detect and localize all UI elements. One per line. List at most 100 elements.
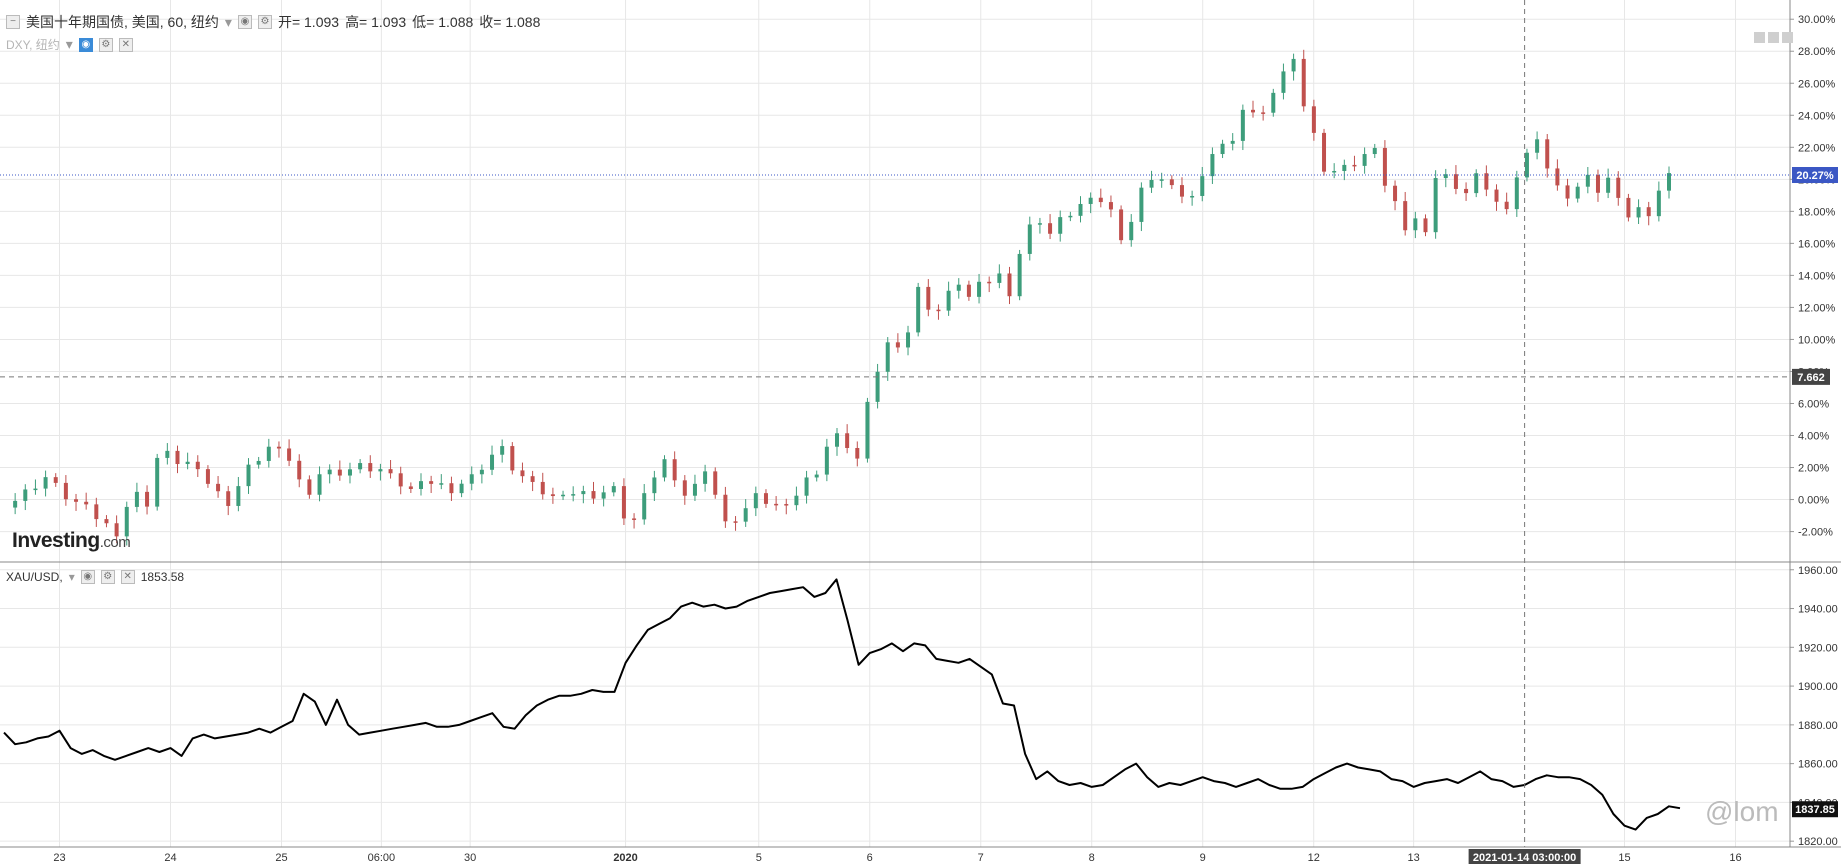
- candle-body: [936, 309, 941, 312]
- x-tick-label: 25: [275, 852, 287, 864]
- close-icon[interactable]: ✕: [118, 37, 133, 52]
- settings-icon[interactable]: ⚙: [98, 37, 113, 52]
- x-tick-label: 7: [978, 852, 984, 864]
- candle-body: [561, 494, 566, 497]
- candle-body: [1524, 152, 1529, 178]
- candle-body: [1119, 209, 1124, 241]
- candle-body: [916, 286, 921, 333]
- chevron-down-icon[interactable]: ▾: [68, 570, 75, 584]
- bottom-pane-grid: [0, 569, 1790, 842]
- candle-body: [256, 460, 261, 465]
- series-title: 美国十年期国债, 美国, 60, 纽约: [26, 14, 219, 30]
- y-tick-label: 10.00%: [1798, 334, 1836, 346]
- candle-body: [956, 284, 961, 291]
- candle-body: [94, 504, 99, 520]
- candle-body: [1311, 106, 1316, 133]
- candle-body: [1220, 143, 1225, 155]
- crosshair-date-label: 2021-01-14 03:00:00: [1473, 852, 1576, 864]
- candle-body: [784, 504, 789, 506]
- chevron-down-icon[interactable]: ▾: [224, 13, 232, 30]
- move-down-icon[interactable]: [1768, 32, 1779, 43]
- y-tick-label: 1900.00: [1798, 681, 1838, 693]
- current-price-label: 20.27%: [1796, 170, 1834, 182]
- candle-body: [1007, 273, 1012, 297]
- crosshair-value-label: 7.662: [1797, 372, 1825, 384]
- candle-body: [1261, 112, 1266, 114]
- candle-body: [895, 342, 900, 348]
- candle-body: [114, 523, 119, 537]
- candle-body: [429, 481, 434, 484]
- candle-body: [266, 446, 271, 461]
- candle-body: [1667, 173, 1671, 191]
- candle-body: [1545, 139, 1550, 169]
- y-tick-label: 1820.00: [1798, 836, 1838, 848]
- candle-body: [388, 469, 393, 474]
- x-tick-label: 06:00: [368, 852, 396, 864]
- chevron-down-icon[interactable]: ▾: [65, 36, 73, 52]
- maximize-icon[interactable]: [1782, 32, 1793, 43]
- candle-body: [74, 499, 79, 502]
- candle-body: [814, 474, 819, 478]
- move-up-icon[interactable]: [1754, 32, 1765, 43]
- y-tick-label: 1960.00: [1798, 565, 1838, 577]
- candle-body: [185, 461, 190, 465]
- eye-icon[interactable]: ◉: [237, 15, 252, 29]
- candle-body: [1646, 207, 1651, 217]
- candle-body: [713, 471, 718, 495]
- candle-body: [855, 447, 860, 459]
- eye-icon[interactable]: ◉: [80, 570, 95, 584]
- candle-body: [1504, 201, 1509, 210]
- candle-body: [236, 486, 241, 506]
- candle-body: [672, 459, 677, 481]
- collapse-icon[interactable]: −: [6, 15, 20, 29]
- candle-body: [1179, 185, 1184, 197]
- candle-body: [1565, 185, 1570, 199]
- candle-body: [307, 479, 312, 495]
- open-value: 开= 1.093: [277, 14, 340, 30]
- candle-body: [419, 481, 423, 489]
- candle-body: [824, 446, 829, 475]
- candle-body: [550, 494, 555, 497]
- candle-body: [1474, 173, 1479, 194]
- x-tick-label: 15: [1618, 852, 1630, 864]
- candle-body: [733, 521, 738, 523]
- eye-icon[interactable]: ◉: [78, 37, 93, 52]
- candle-body: [642, 493, 647, 520]
- close-icon[interactable]: ✕: [120, 570, 135, 584]
- settings-icon[interactable]: ⚙: [257, 15, 272, 29]
- candle-body: [1443, 174, 1448, 179]
- y-tick-label: 1920.00: [1798, 642, 1838, 654]
- candle-body: [1037, 223, 1042, 225]
- settings-icon[interactable]: ⚙: [100, 570, 115, 584]
- candle-body: [1352, 164, 1357, 167]
- candle-body: [33, 488, 38, 491]
- candle-body: [439, 483, 444, 485]
- candle-body: [479, 469, 484, 475]
- candle-body: [226, 491, 231, 506]
- candle-body: [1453, 174, 1458, 189]
- candle-body: [1017, 253, 1022, 297]
- y-tick-label: 28.00%: [1798, 46, 1836, 58]
- current-price-badge: [1792, 167, 1838, 184]
- low-value: 低= 1.088: [412, 14, 474, 30]
- candle-body: [753, 493, 758, 509]
- candle-body: [1281, 71, 1286, 93]
- candle-body: [1230, 140, 1235, 144]
- candle-body: [1240, 109, 1245, 141]
- x-tick-label: 24: [164, 852, 176, 864]
- candle-body: [1068, 215, 1073, 218]
- candle-body: [84, 501, 89, 505]
- candle-body: [966, 284, 971, 297]
- candle-body: [1616, 177, 1621, 198]
- y-tick-label: 2.00%: [1798, 463, 1829, 475]
- candle-body: [490, 454, 495, 470]
- overlay-legend: DXY, 纽约 ▾ ◉ ⚙ ✕: [6, 36, 133, 53]
- candle-body: [1626, 197, 1631, 218]
- candle-body: [43, 477, 48, 489]
- candle-body: [1200, 176, 1205, 196]
- candle-body: [601, 492, 606, 499]
- y-tick-label: 0.00%: [1798, 495, 1829, 507]
- candle-body: [327, 469, 332, 475]
